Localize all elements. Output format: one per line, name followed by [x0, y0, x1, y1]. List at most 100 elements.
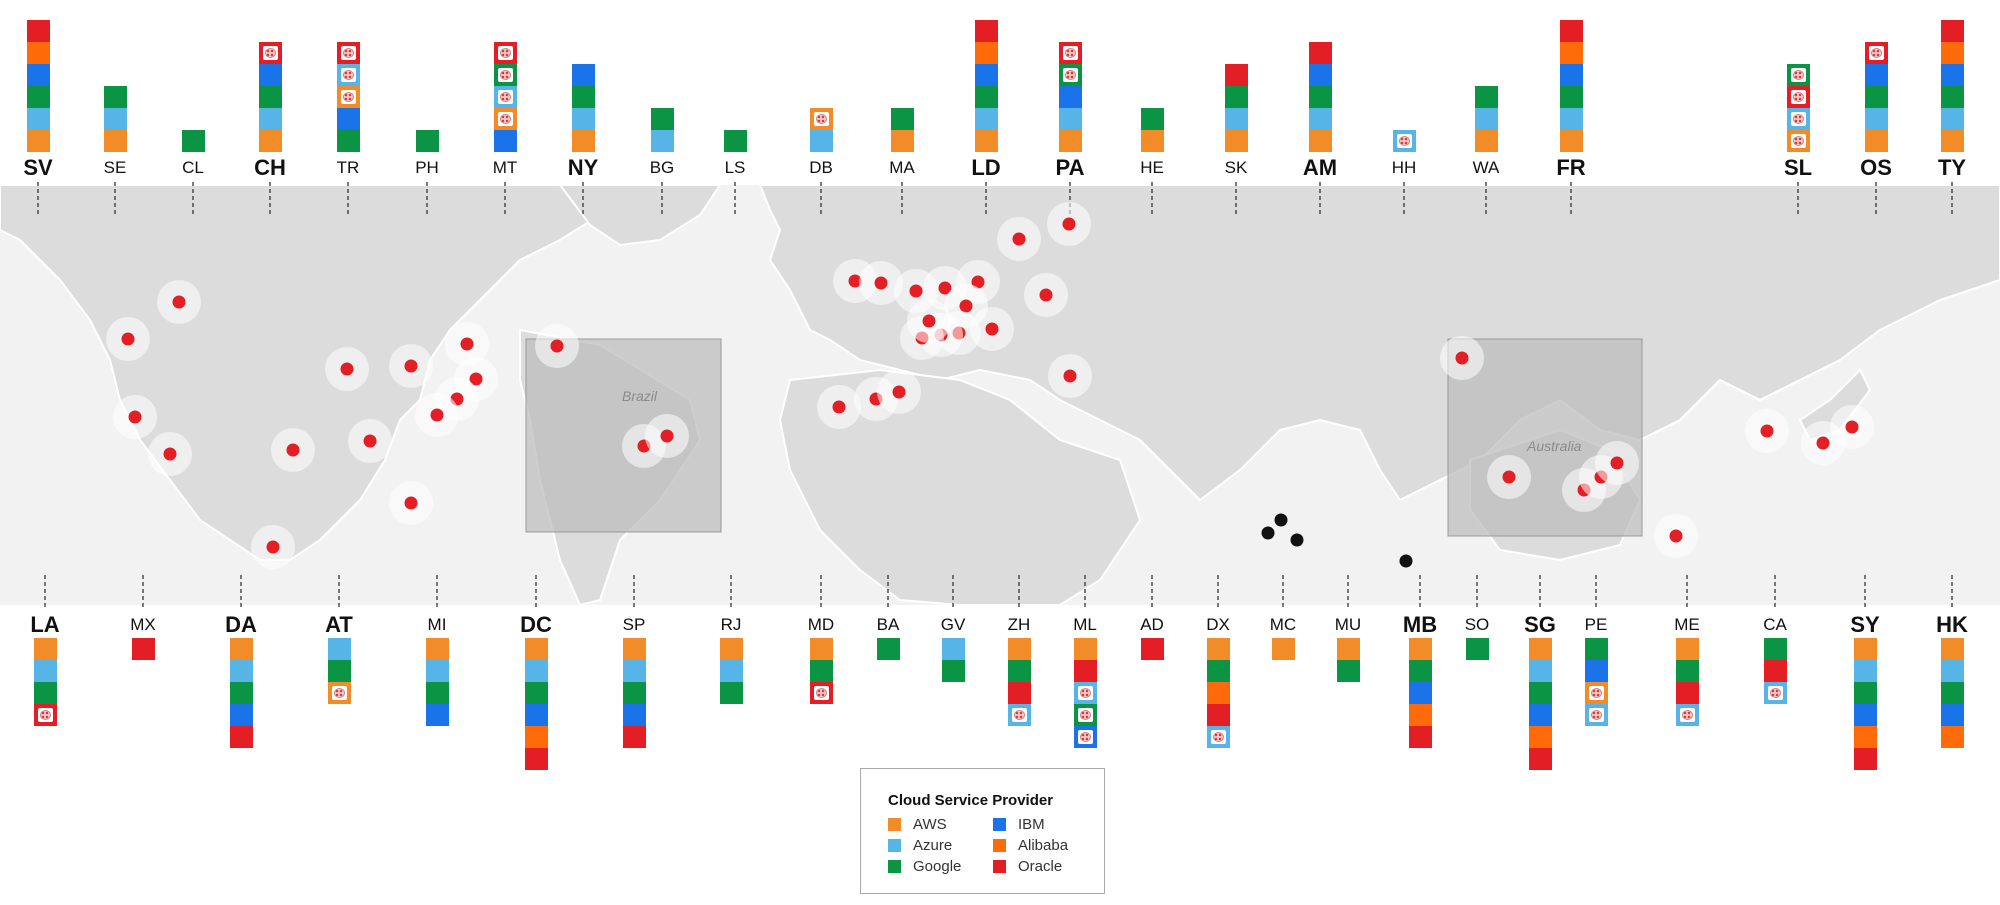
provider-block-google	[416, 130, 439, 152]
provider-block-aws	[1941, 130, 1964, 152]
provider-stack-sv	[27, 20, 50, 152]
provider-block-aws	[525, 638, 548, 660]
legend-item-alibaba: Alibaba	[993, 837, 1068, 854]
legend-item-google: Google	[888, 858, 961, 875]
provider-stack-sy	[1854, 638, 1877, 770]
region-label-zh: ZH	[1007, 615, 1031, 634]
provider-block-azure-planned	[1393, 130, 1416, 152]
provider-block-ibm	[1059, 86, 1082, 108]
provider-block-azure	[1475, 108, 1498, 130]
australia-inset-label: Australia	[1527, 438, 1582, 454]
datacenter-marker	[430, 408, 444, 422]
provider-block-aws	[1074, 638, 1097, 660]
datacenter-marker	[128, 410, 142, 424]
region-label-ld: LD	[971, 155, 1001, 180]
provider-block-google	[1309, 86, 1332, 108]
datacenter-marker	[163, 447, 177, 461]
provider-block-aws	[1059, 130, 1082, 152]
provider-block-aws-planned	[337, 86, 360, 108]
provider-stack-cl	[182, 130, 205, 152]
provider-block-oracle-planned	[34, 704, 57, 726]
provider-block-google	[328, 660, 351, 682]
provider-block-aws	[975, 130, 998, 152]
region-label-ma: MA	[889, 158, 915, 177]
provider-block-azure-planned	[1787, 108, 1810, 130]
provider-stack-se	[104, 86, 127, 152]
provider-block-google	[1141, 108, 1164, 130]
greenland	[558, 184, 722, 247]
region-label-so: SO	[1464, 615, 1490, 634]
provider-block-google	[1941, 682, 1964, 704]
provider-stack-ph	[416, 130, 439, 152]
provider-block-aws	[1008, 638, 1031, 660]
provider-block-alibaba	[1941, 726, 1964, 748]
provider-block-azure	[426, 660, 449, 682]
provider-stack-sp	[623, 638, 646, 748]
region-label-md: MD	[807, 615, 835, 634]
provider-block-azure-planned	[494, 86, 517, 108]
provider-block-azure-planned	[1764, 682, 1787, 704]
datacenter-marker	[938, 281, 952, 295]
provider-block-google	[34, 682, 57, 704]
datacenter-marker	[404, 496, 418, 510]
provider-stack-he	[1141, 108, 1164, 152]
provider-stack-ba	[877, 638, 900, 660]
provider-stack-hk	[1941, 638, 1964, 748]
provider-stack-md	[810, 638, 833, 704]
datacenter-marker	[1760, 424, 1774, 438]
datacenter-marker	[959, 299, 973, 313]
provider-stack-fr	[1560, 20, 1583, 152]
provider-block-google	[1008, 660, 1031, 682]
provider-block-ibm	[572, 64, 595, 86]
provider-block-google	[1207, 660, 1230, 682]
provider-block-google	[182, 130, 205, 152]
planned-site-marker	[1274, 513, 1288, 527]
provider-block-azure	[259, 108, 282, 130]
provider-block-aws	[1141, 130, 1164, 152]
provider-block-google	[1676, 660, 1699, 682]
provider-block-google	[1585, 638, 1608, 660]
provider-block-ibm	[1941, 704, 1964, 726]
provider-stack-me	[1676, 638, 1699, 726]
provider-block-oracle	[1764, 660, 1787, 682]
datacenter-marker	[832, 400, 846, 414]
provider-block-aws	[1529, 638, 1552, 660]
provider-block-oracle-planned	[1865, 42, 1888, 64]
datacenter-marker	[340, 362, 354, 376]
europe-asia	[758, 184, 2000, 502]
provider-block-google	[426, 682, 449, 704]
provider-block-azure	[720, 660, 743, 682]
planned-site-marker	[1261, 526, 1275, 540]
provider-block-azure-planned	[1074, 682, 1097, 704]
provider-block-azure	[623, 660, 646, 682]
provider-block-azure	[1529, 660, 1552, 682]
region-label-la: LA	[30, 612, 60, 637]
datacenter-marker	[922, 314, 936, 328]
provider-block-google	[27, 86, 50, 108]
region-label-hh: HH	[1391, 158, 1417, 177]
provider-block-alibaba	[1854, 726, 1877, 748]
region-label-ml: ML	[1073, 615, 1097, 634]
provider-block-azure	[810, 130, 833, 152]
datacenter-marker	[1669, 529, 1683, 543]
provider-block-oracle	[1141, 638, 1164, 660]
provider-block-oracle-planned	[259, 42, 282, 64]
provider-block-aws	[1409, 638, 1432, 660]
provider-block-google	[525, 682, 548, 704]
provider-stack-dc	[525, 638, 548, 770]
datacenter-marker	[1012, 232, 1026, 246]
australia-inset	[1447, 338, 1643, 537]
legend-label: Alibaba	[1018, 837, 1069, 854]
provider-block-ibm	[494, 130, 517, 152]
region-label-db: DB	[809, 158, 833, 177]
provider-block-oracle	[132, 638, 155, 660]
region-label-bg: BG	[649, 158, 675, 177]
region-label-gv: GV	[940, 615, 966, 634]
region-label-rj: RJ	[720, 615, 742, 634]
provider-block-aws-planned	[494, 108, 517, 130]
provider-block-aws-planned	[810, 108, 833, 130]
provider-block-ibm	[525, 704, 548, 726]
provider-stack-dx	[1207, 638, 1230, 748]
provider-block-aws	[1854, 638, 1877, 660]
provider-block-oracle-planned	[1787, 86, 1810, 108]
